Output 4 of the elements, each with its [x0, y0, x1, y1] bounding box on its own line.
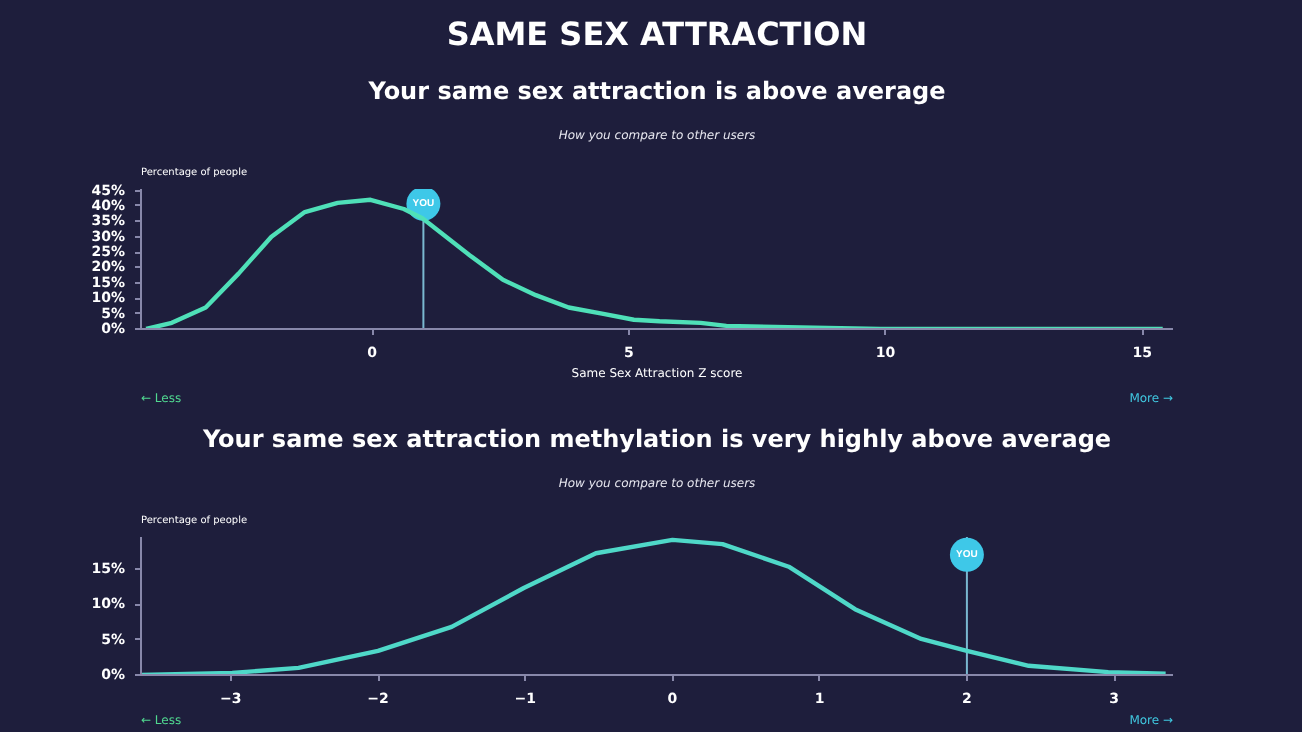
- line-series: [141, 537, 1168, 675]
- chart-title: Your same sex attraction is above average: [366, 77, 946, 105]
- chart-title: Your same sex attraction methylation is very highly above average: [200, 425, 1112, 453]
- text: SAME SEX ATTRACTION: [446, 15, 868, 53]
